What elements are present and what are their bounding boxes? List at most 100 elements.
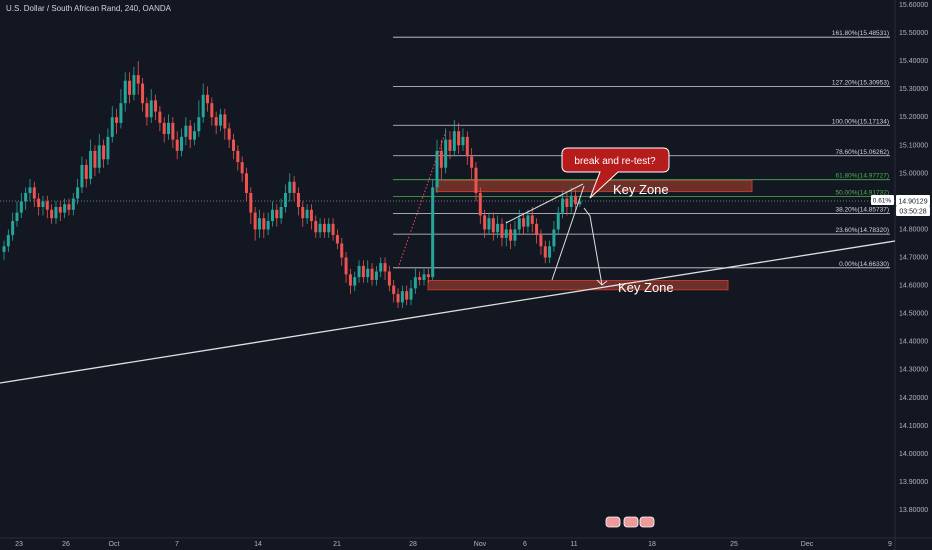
x-tick-label: 26 <box>62 541 70 548</box>
candle-body <box>257 218 261 230</box>
candle-body <box>63 204 67 213</box>
fib-level-label: 61.80%(14.97727) <box>836 173 890 180</box>
annotation-text: break and re-test? <box>574 156 656 167</box>
fib-level-label: 23.60%(14.78320) <box>836 227 890 234</box>
x-tick-label: Oct <box>109 541 120 548</box>
candle-body <box>123 80 127 104</box>
y-tick-label: 14.00000 <box>899 451 928 458</box>
candle-body <box>487 218 491 230</box>
candle-body <box>275 209 279 219</box>
countdown-label: 03:50:28 <box>899 209 926 216</box>
y-tick-label: 15.50000 <box>899 30 928 37</box>
ascending-trendline <box>0 240 896 384</box>
candle-body <box>296 192 300 207</box>
candle-body <box>6 235 10 247</box>
y-tick-label: 15.40000 <box>899 58 928 65</box>
candle-body <box>262 218 266 230</box>
candle-body <box>58 207 62 213</box>
candle-body <box>11 221 15 236</box>
chart-title: U.S. Dollar / South African Rand, 240, O… <box>6 4 171 13</box>
candle-body <box>491 218 495 233</box>
candle-body <box>301 207 305 219</box>
candle-body <box>409 288 413 300</box>
y-tick-label: 14.20000 <box>899 395 928 402</box>
candle-body <box>483 215 487 230</box>
candle-body <box>366 268 370 278</box>
x-tick-label: 21 <box>333 541 341 548</box>
candle-body <box>279 207 283 219</box>
candle-body <box>32 187 36 199</box>
candle-body <box>136 75 140 84</box>
candle-body <box>162 122 166 135</box>
change-badge <box>871 195 894 206</box>
candle-body <box>171 122 175 140</box>
fib-level-label: 78.60%(15.06262) <box>836 149 890 156</box>
candle-body <box>574 195 578 205</box>
candle-body <box>219 114 222 126</box>
fib-level-label: 50.00%(14.91732) <box>836 190 890 197</box>
candle-body <box>149 100 153 118</box>
candle-body <box>84 164 88 179</box>
candle-body <box>561 198 565 213</box>
candle-body <box>335 235 339 244</box>
candle-body <box>15 212 19 222</box>
candle-body <box>119 103 123 123</box>
candle-body <box>314 221 318 233</box>
candle-body <box>102 145 106 160</box>
candle-body <box>115 117 119 123</box>
candle-body <box>240 162 244 174</box>
candle-body <box>236 150 240 163</box>
candle-body <box>374 271 378 280</box>
y-tick-label: 15.10000 <box>899 142 928 149</box>
candle-body <box>89 150 93 179</box>
x-tick-label: 7 <box>175 541 179 548</box>
change-label: 0.61% <box>873 198 892 205</box>
projection-path-line <box>583 207 603 286</box>
candle-body <box>214 117 218 126</box>
candle-body <box>439 150 443 168</box>
candle-body <box>309 209 313 222</box>
candle-body <box>28 187 32 193</box>
candle-body <box>327 223 331 233</box>
y-tick-label: 15.60000 <box>899 2 928 9</box>
candle-body <box>539 235 543 247</box>
x-tick-label: 28 <box>409 541 417 548</box>
x-tick-label: 9 <box>888 541 892 548</box>
candle-body <box>188 125 192 140</box>
candle-body <box>565 198 569 207</box>
candle-body <box>180 136 184 151</box>
candle-body <box>201 94 205 118</box>
candle-body <box>522 218 526 227</box>
fib-level-label: 127.20%(15.30953) <box>832 79 889 86</box>
channel-upper-line <box>505 183 584 224</box>
candle-body <box>244 173 248 193</box>
candle-body <box>331 223 335 236</box>
candle-body <box>548 246 552 258</box>
channel-lower-line <box>551 185 585 281</box>
candle-body <box>24 192 28 202</box>
candle-body <box>97 145 101 168</box>
candle-body <box>71 198 75 210</box>
x-tick-label: Nov <box>474 541 487 548</box>
y-tick-label: 14.70000 <box>899 255 928 262</box>
candle-body <box>400 291 404 303</box>
candle-body <box>470 156 474 168</box>
candle-body <box>353 277 357 286</box>
candle-body <box>448 139 452 151</box>
current-price-badge <box>896 195 930 207</box>
candle-body <box>41 201 45 207</box>
candle-body <box>270 209 274 222</box>
candle-body <box>509 229 513 241</box>
candle-body <box>569 195 573 207</box>
candle-body <box>504 229 508 238</box>
candle-body <box>76 187 80 199</box>
candle-body <box>184 125 188 137</box>
y-tick-label: 13.80000 <box>899 507 928 514</box>
candle-body <box>80 164 84 188</box>
candle-body <box>2 246 6 252</box>
candle-body <box>67 204 71 210</box>
candle-body <box>305 209 309 219</box>
candle-body <box>132 75 136 95</box>
annotation-bubble <box>561 147 670 199</box>
